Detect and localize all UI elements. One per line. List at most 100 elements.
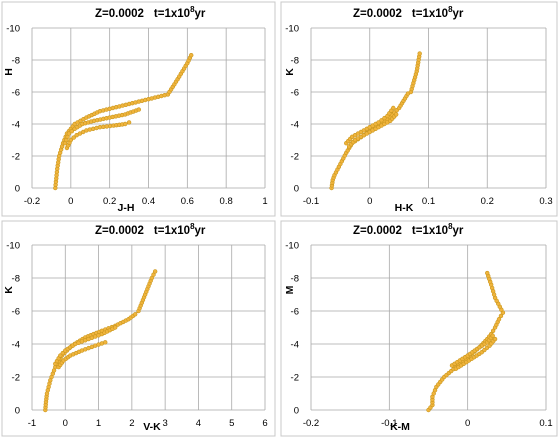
data-point — [376, 120, 381, 125]
title-unit: yr — [453, 225, 464, 237]
data-point — [391, 105, 396, 111]
x-tick-label: 0.1 — [539, 418, 552, 429]
y-tick-label: -8 — [12, 56, 20, 67]
data-point — [382, 115, 387, 121]
chart-title: Z=0.0002 t=1x108yr — [95, 5, 206, 20]
data-point — [113, 325, 118, 330]
y-tick-label: -10 — [285, 24, 299, 35]
y-axis-label: H — [3, 68, 15, 76]
x-tick-label: 0 — [465, 418, 470, 429]
data-point — [136, 107, 141, 112]
title-exponent: 8 — [190, 5, 195, 14]
y-tick-label: 0 — [15, 184, 20, 195]
y-tick-label: -2 — [291, 373, 299, 384]
x-tick-label: 0 — [367, 196, 372, 207]
title-exponent: 8 — [448, 222, 453, 231]
y-tick-label: 0 — [294, 406, 299, 417]
panel-border — [1, 220, 276, 437]
panel-border — [1, 1, 276, 217]
x-tick-label: -0.2 — [303, 418, 319, 429]
x-axis-label: K-M — [390, 421, 410, 433]
y-tick-label: -4 — [12, 340, 20, 351]
data-point — [379, 118, 384, 123]
title-age: t=1x10 — [154, 225, 190, 237]
y-tick-label: -4 — [291, 120, 299, 131]
data-point — [152, 269, 158, 274]
x-tick-label: 1 — [96, 418, 101, 429]
data-point — [66, 131, 72, 136]
x-tick-label: 2 — [129, 418, 134, 429]
y-tick-label: -10 — [6, 241, 20, 252]
x-axis-label: V-K — [143, 421, 161, 433]
data-point — [189, 52, 194, 58]
x-tick-label: 0.4 — [142, 196, 155, 207]
y-tick-label: -4 — [12, 120, 20, 131]
x-tick-label: -0.1 — [303, 196, 319, 207]
data-point — [485, 270, 490, 276]
series-line — [330, 53, 421, 189]
data-point — [496, 317, 502, 322]
x-tick-label: 0 — [63, 418, 68, 429]
x-axis-label: J-H — [118, 202, 135, 214]
data-point — [69, 129, 75, 134]
y-tick-label: -4 — [291, 340, 299, 351]
x-tick-label: -0.1 — [381, 418, 397, 429]
data-point — [492, 336, 498, 342]
chart-panel-3: -1 0 1 2 3 4 5 6-10-8-6-4-20Z=0.0002 t=1x108yrV-… — [1, 220, 276, 437]
x-tick-label: 0.2 — [481, 196, 494, 207]
y-tick-label: -6 — [291, 88, 299, 99]
y-tick-label: -8 — [291, 56, 299, 67]
x-tick-label: 1 — [262, 196, 267, 207]
y-tick-label: -2 — [12, 152, 20, 163]
chart-panel-4: -0.2 -0.1 0 0.1 -10 -8 -6 -4 -2 0 Z=0.0002 t=1x108y… — [280, 220, 558, 437]
y-tick-label: -10 — [285, 241, 299, 252]
x-tick-label: 5 — [229, 418, 234, 429]
y-tick-label: -10 — [6, 24, 20, 35]
x-tick-label: 0.8 — [220, 196, 233, 207]
title-unit: yr — [195, 8, 206, 20]
y-tick-label: -6 — [291, 307, 299, 318]
y-tick-label: 0 — [15, 406, 20, 417]
data-point — [126, 120, 132, 125]
data-point — [103, 340, 108, 345]
chart-title: Z=0.0002 t=1x108yr — [353, 5, 464, 20]
panel-border — [280, 1, 558, 217]
title-metallicity: Z=0.0002 — [353, 225, 402, 237]
x-tick-label: -0.2 — [24, 196, 40, 207]
chart-panel-2: -0.1 0 0.1 0.2 0.3 -10 -8 -6 -4 -2 0 Z=0.0002 t=1x10… — [280, 1, 558, 217]
title-metallicity: Z=0.0002 — [95, 8, 144, 20]
chart-panel-1: -0.2 0 0.2 0.4 0.6 0.8 1 -10 -8 -6 -4 -2 0 Z=0.0002 t=… — [1, 1, 276, 217]
chart-title: Z=0.0002 t=1x108yr — [95, 222, 206, 237]
x-axis-label: H-K — [395, 202, 414, 214]
title-unit: yr — [453, 8, 464, 20]
x-tick-label: 4 — [196, 418, 201, 429]
y-axis-label: K — [284, 68, 296, 76]
data-point — [393, 112, 399, 117]
data-point — [122, 121, 128, 127]
data-point — [490, 333, 495, 338]
x-tick-label: -1 — [28, 418, 36, 429]
x-tick-label: 0.2 — [103, 196, 116, 207]
title-age: t=1x10 — [154, 8, 190, 20]
panel-border — [280, 220, 558, 437]
y-axis-label: K — [3, 286, 15, 294]
title-age: t=1x10 — [412, 8, 448, 20]
data-point — [417, 51, 422, 56]
title-unit: yr — [195, 225, 206, 237]
series-line — [44, 271, 156, 411]
y-tick-label: 0 — [294, 184, 299, 195]
x-tick-label: 0.3 — [539, 196, 552, 207]
data-point — [71, 135, 76, 140]
y-tick-label: -6 — [12, 88, 20, 99]
title-metallicity: Z=0.0002 — [353, 8, 402, 20]
y-axis-label: M — [284, 285, 296, 294]
x-tick-label: 6 — [262, 418, 267, 429]
chart-title: Z=0.0002 t=1x108yr — [353, 222, 464, 237]
title-metallicity: Z=0.0002 — [95, 225, 144, 237]
title-age: t=1x10 — [412, 225, 448, 237]
data-point — [498, 313, 504, 319]
y-tick-label: -2 — [12, 373, 20, 384]
x-tick-label: 0.6 — [181, 196, 194, 207]
